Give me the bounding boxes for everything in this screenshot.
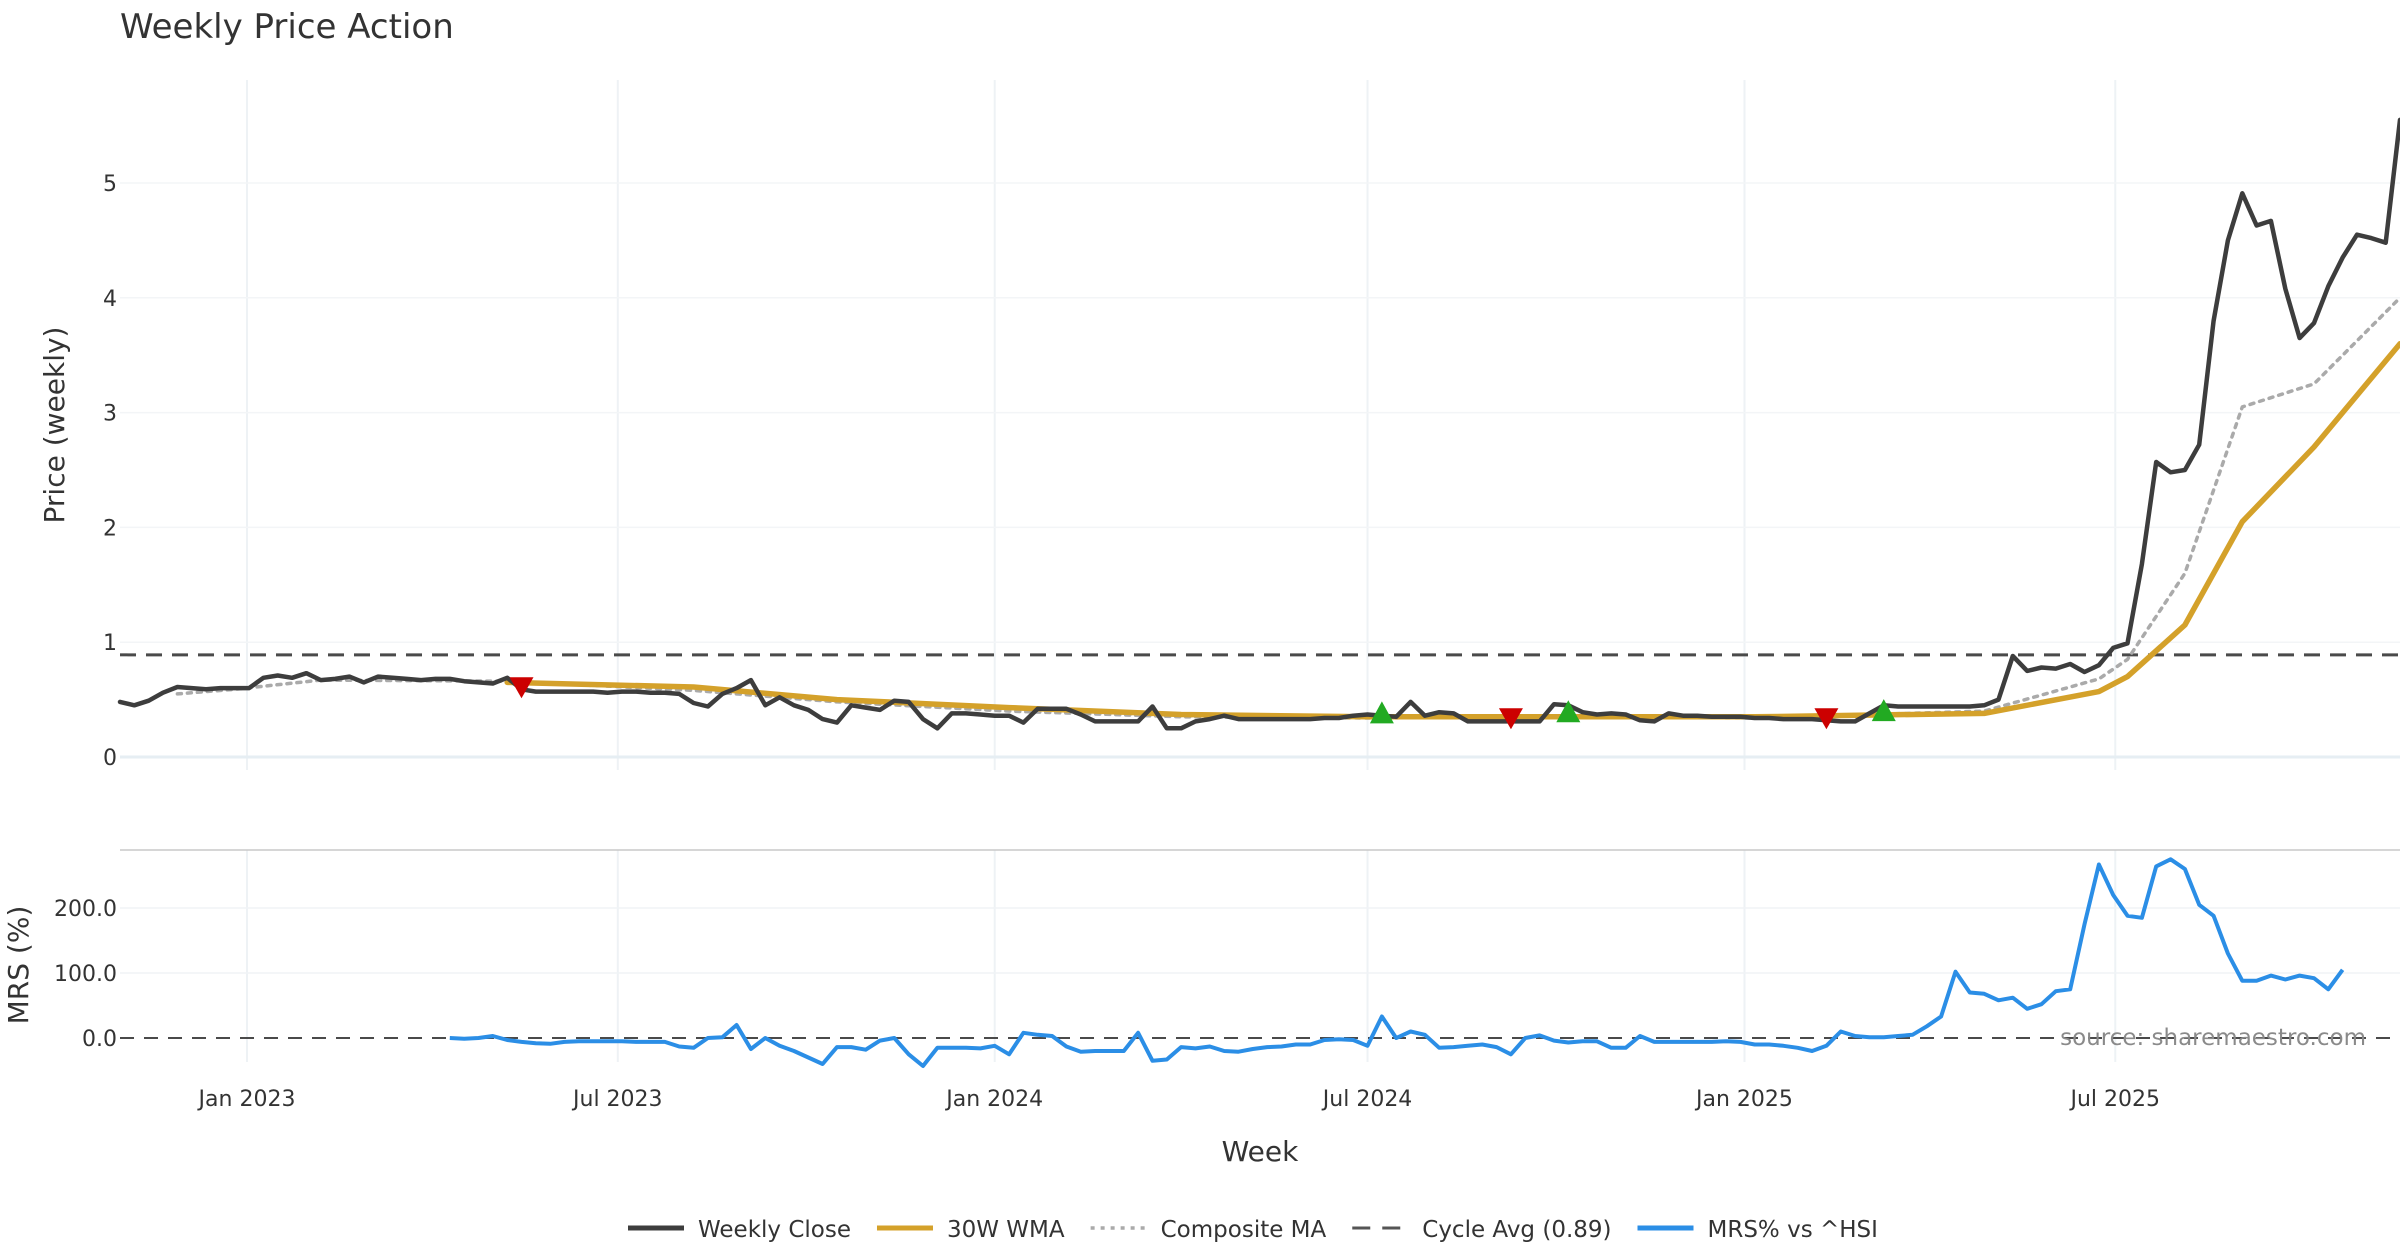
price-y-tick-label: 4 [103,287,117,312]
series-layer [117,117,2400,1068]
legend-item: 30W WMA [876,1217,1065,1243]
x-tick-label: Jul 2024 [1321,1087,1413,1112]
x-tick-label: Jan 2024 [944,1087,1043,1112]
cycle-avg-layer [120,653,2400,1039]
legend: Weekly Close 30W WMA Composite MA Cycle Avg… [628,1217,1878,1243]
mrs-y-axis-label: MRS (%) [2,906,35,1025]
series-line-mrs [449,857,2345,1068]
legend-label: Composite MA [1161,1217,1327,1243]
buy-signal-marker [1556,700,1581,723]
buy-signal-marker [1871,699,1896,722]
axes: Jan 2023 Jul 2023 Jan 2024 Jul 2024 Jan 2025… [54,172,2400,1112]
legend-label: Cycle Avg (0.89) [1422,1217,1611,1243]
gridlines [120,80,2400,1062]
legend-item: Composite MA [1090,1217,1327,1243]
legend-item: MRS% vs ^HSI [1637,1217,1878,1243]
price-y-tick-label: 1 [103,631,117,656]
sell-signal-marker [1814,708,1839,730]
mrs-y-tick-label: 200.0 [54,897,117,922]
signal-markers [509,677,1896,730]
source-note: source: sharemaestro.com [2060,1025,2366,1051]
x-tick-label: Jan 2023 [197,1087,296,1112]
chart-title: Weekly Price Action [120,7,454,47]
x-tick-label: Jul 2025 [2068,1087,2160,1112]
x-axis-label: Week [1222,1135,1299,1168]
legend-label: 30W WMA [947,1217,1065,1243]
price-y-axis-label: Price (weekly) [38,327,71,524]
legend-label: MRS% vs ^HSI [1708,1217,1878,1243]
buy-signal-marker [1369,701,1394,724]
sell-signal-marker [509,677,534,699]
price-y-tick-label: 2 [103,516,117,541]
price-y-tick-label: 0 [103,746,117,771]
x-tick-label: Jan 2025 [1694,1087,1793,1112]
legend-item: Cycle Avg (0.89) [1352,1217,1612,1243]
price-y-tick-label: 5 [103,172,117,197]
legend-label: Weekly Close [698,1217,851,1243]
mrs-y-tick-label: 0.0 [82,1027,117,1052]
series-line-weekly-close [117,117,2400,731]
sell-signal-marker [1498,708,1523,730]
x-tick-label: Jul 2023 [571,1087,663,1112]
mrs-y-tick-label: 100.0 [54,962,117,987]
legend-item: Weekly Close [628,1217,851,1243]
price-y-tick-label: 3 [103,402,117,427]
